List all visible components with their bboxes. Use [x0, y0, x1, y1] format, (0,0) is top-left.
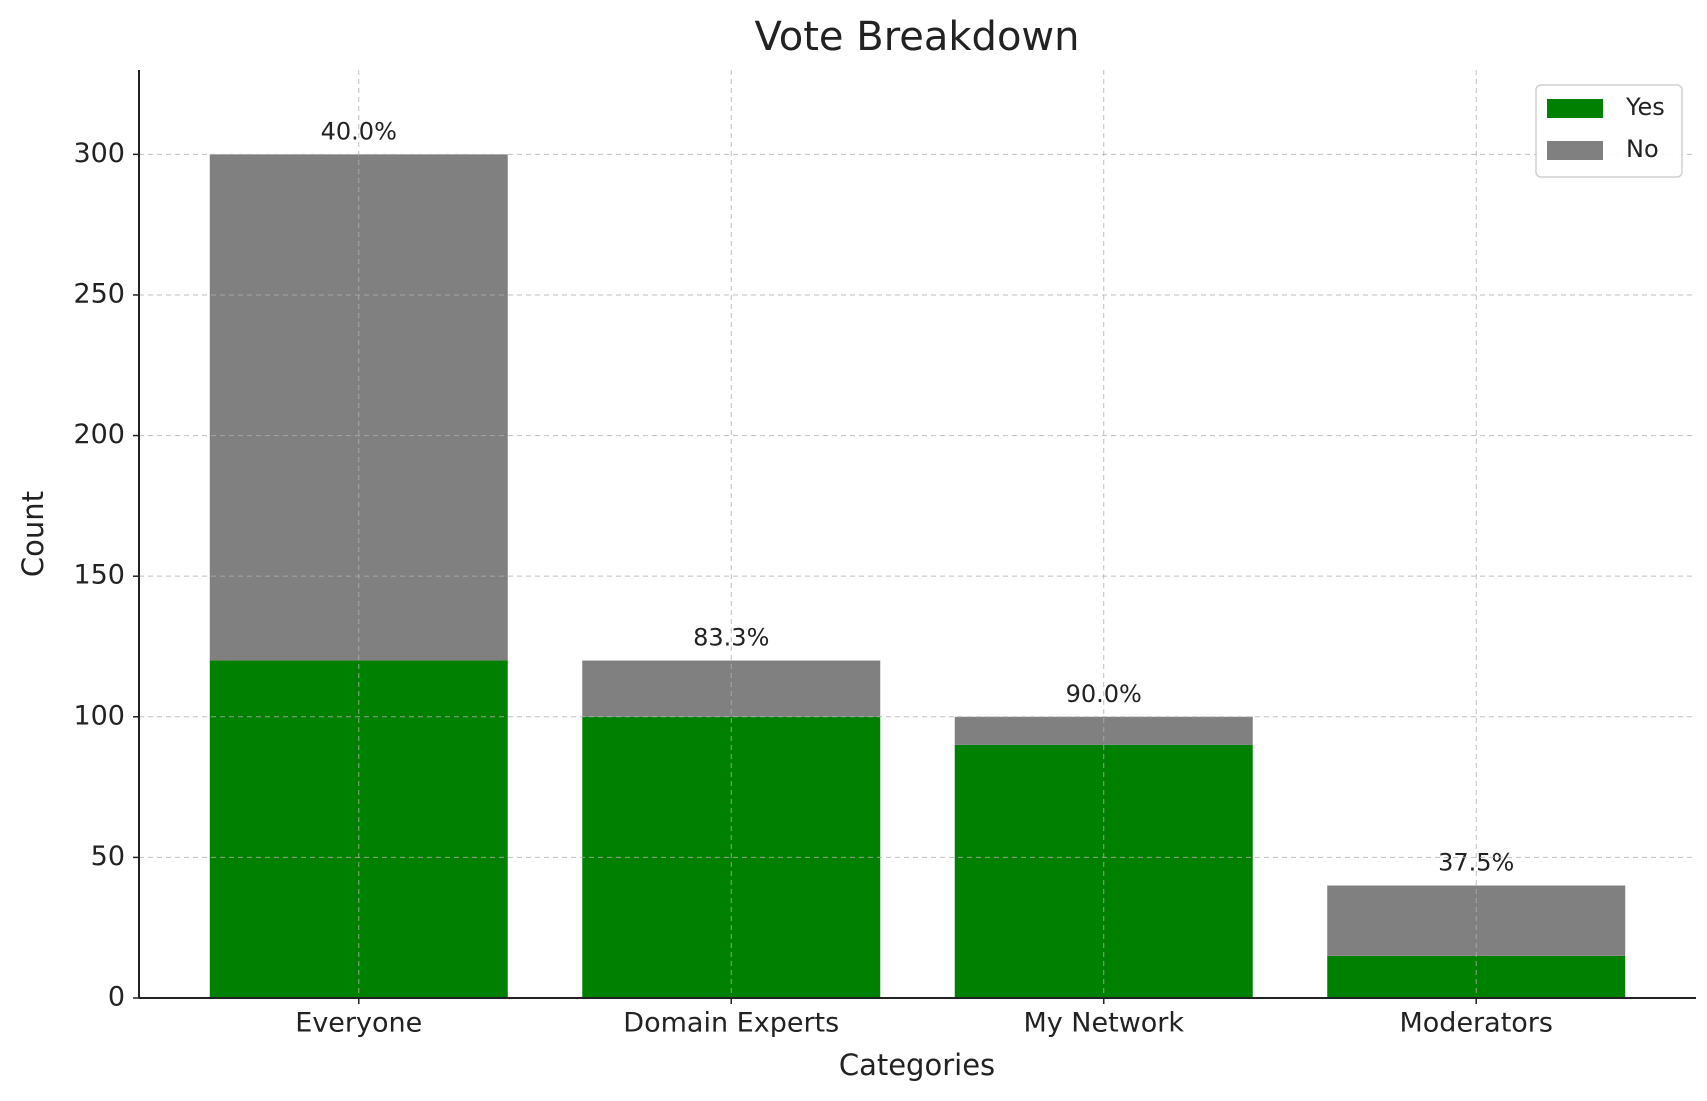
legend-label: Yes — [1625, 93, 1665, 121]
x-tick-label: Moderators — [1399, 1008, 1552, 1039]
y-tick-label: 100 — [73, 700, 125, 731]
x-tick-label: Domain Experts — [623, 1008, 839, 1039]
y-tick-label: 200 — [73, 419, 125, 450]
x-axis-title: Categories — [839, 1048, 995, 1082]
legend-label: No — [1626, 135, 1659, 163]
y-tick-label: 250 — [73, 278, 125, 309]
legend-swatch — [1547, 99, 1603, 118]
y-axis-title: Count — [16, 491, 50, 577]
y-tick-label: 0 — [108, 982, 125, 1013]
legend-swatch — [1547, 141, 1603, 160]
bar-segment — [582, 660, 881, 717]
bar-annotation: 40.0% — [321, 117, 397, 145]
y-tick-label: 150 — [73, 560, 125, 591]
chart-title: Vote Breakdown — [755, 14, 1080, 60]
x-tick-label: Everyone — [295, 1008, 422, 1039]
y-tick-label: 50 — [91, 841, 125, 872]
x-tick-label: My Network — [1023, 1008, 1184, 1039]
y-tick-label: 300 — [73, 138, 125, 169]
